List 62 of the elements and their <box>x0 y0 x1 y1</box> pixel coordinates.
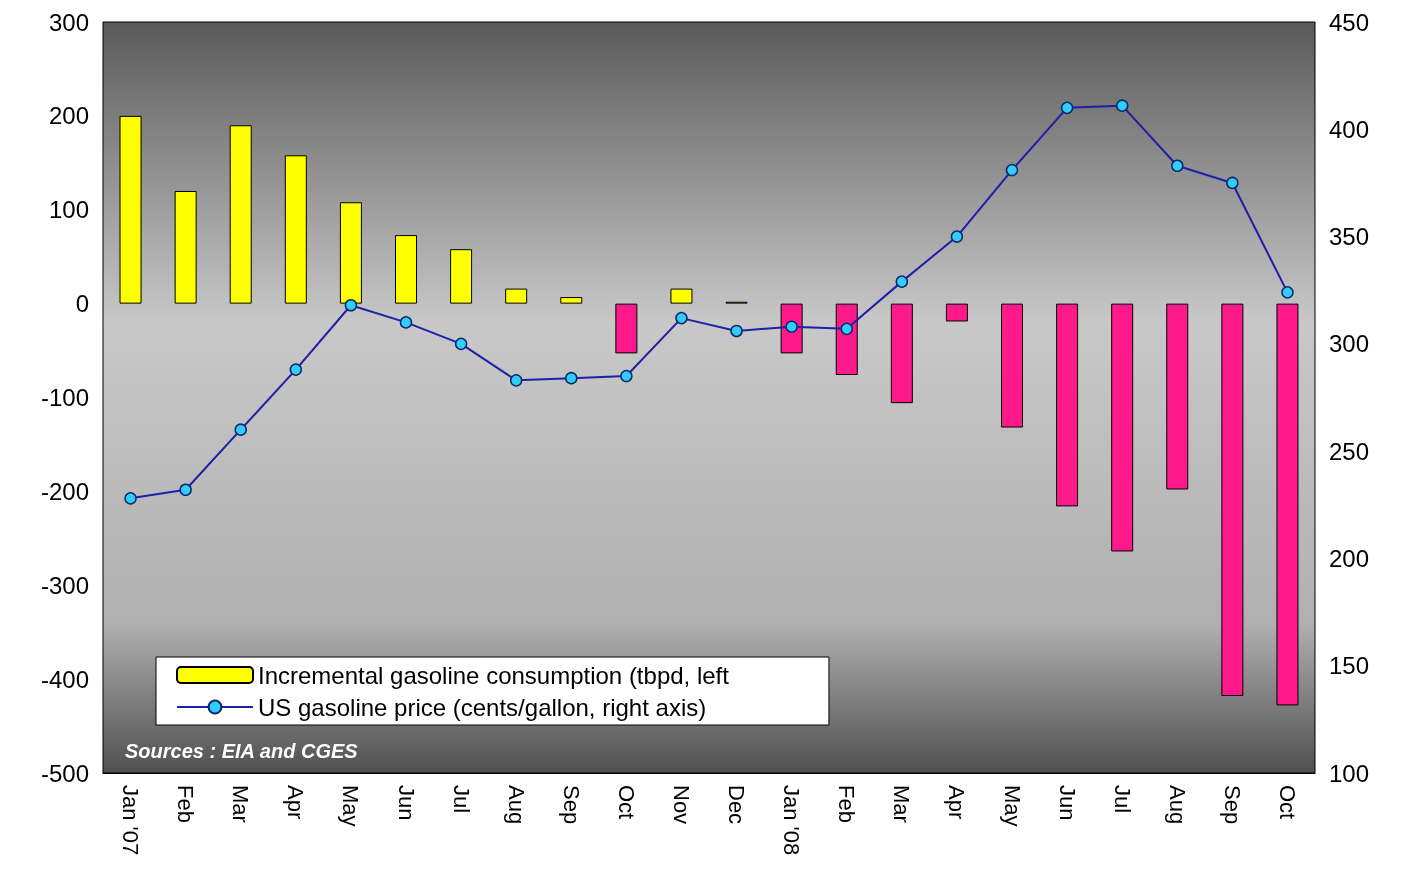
x-tick-label: Apr <box>283 785 309 820</box>
bar <box>229 125 252 304</box>
y2-tick-label: 200 <box>1329 544 1370 572</box>
x-tick-label: May <box>338 785 364 827</box>
x-tick-label: Jun <box>1054 785 1080 821</box>
y2-tick-label: 300 <box>1329 330 1370 358</box>
bar <box>1221 303 1244 697</box>
bar <box>339 202 362 304</box>
x-tick-label: Nov <box>668 785 694 825</box>
y-tick-label: -400 <box>40 665 89 693</box>
x-tick-label: Jan '07 <box>118 785 144 856</box>
y2-tick-label: 150 <box>1329 652 1370 680</box>
x-tick-label: Aug <box>503 785 529 825</box>
y2-tick-label: 350 <box>1329 223 1370 251</box>
x-tick-label: Sep <box>558 785 584 825</box>
bar <box>395 235 417 304</box>
x-tick-label: Feb <box>834 785 860 823</box>
x-tick-label: Feb <box>173 785 199 823</box>
y2-tick-label: 400 <box>1329 115 1370 143</box>
bar <box>505 288 528 304</box>
x-tick-label: Jul <box>1109 785 1135 814</box>
x-tick-label: Jan '08 <box>779 785 805 856</box>
x-tick-label: Aug <box>1164 785 1190 825</box>
y-tick-label: 0 <box>75 290 89 318</box>
x-tick-label: Jul <box>448 785 474 814</box>
x-tick-label: May <box>999 785 1025 827</box>
y-tick-label: 100 <box>48 196 89 224</box>
bar <box>1276 303 1299 706</box>
bar <box>945 303 968 322</box>
y-tick-label: -500 <box>40 759 89 787</box>
bar <box>835 303 858 375</box>
bar <box>670 288 693 304</box>
bar <box>284 155 307 304</box>
bar <box>174 190 197 304</box>
x-tick-label: Oct <box>1274 785 1300 820</box>
x-tick-label: Mar <box>228 785 254 823</box>
annotation: Sources : EIA and CGES <box>125 740 359 762</box>
x-tick-label: Mar <box>889 785 915 823</box>
bar <box>1056 303 1079 507</box>
y2-tick-label: 450 <box>1329 8 1370 36</box>
y-tick-label: 300 <box>48 8 89 36</box>
x-tick-label: Apr <box>944 785 970 820</box>
legend-label: Incremental gasoline consumption (tbpd, left <box>258 661 730 689</box>
x-tick-label: Oct <box>613 785 639 820</box>
x-tick-label: Sep <box>1219 785 1245 825</box>
y-tick-label: 200 <box>48 102 89 130</box>
bar <box>1001 303 1023 428</box>
y2-tick-label: 100 <box>1329 759 1370 787</box>
y-tick-label: -200 <box>40 477 89 505</box>
bar <box>119 115 142 304</box>
bar <box>560 297 583 304</box>
y-tick-label: -300 <box>40 571 89 599</box>
x-tick-label: Dec <box>724 785 750 825</box>
x-tick-label: Jun <box>393 785 419 821</box>
legend-label: US gasoline price (cents/gallon, right axis) <box>258 693 707 721</box>
bar <box>615 303 638 354</box>
bar <box>890 303 913 404</box>
bar <box>1166 303 1189 490</box>
y2-tick-label: 250 <box>1329 437 1370 465</box>
y-tick-label: -100 <box>40 384 89 411</box>
bar <box>450 249 473 304</box>
bar <box>1111 303 1134 552</box>
